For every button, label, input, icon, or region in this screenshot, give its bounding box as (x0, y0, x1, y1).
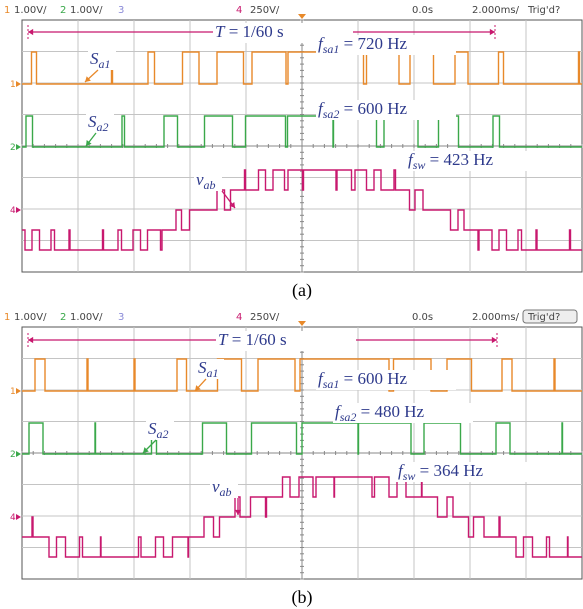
header-text: 2.000ms/ (472, 312, 520, 323)
header-text: 0.0s (412, 312, 433, 323)
caption: (a) (292, 280, 312, 301)
header-text: 2.000ms/ (472, 5, 520, 16)
header-text: 3 (118, 5, 124, 16)
text-part: ab (204, 178, 216, 192)
header-text: 2 (60, 312, 66, 323)
header-text: 1.00V/ (70, 312, 103, 323)
channel-marker: 2 (10, 143, 16, 153)
text-part: a2 (97, 120, 109, 134)
channel-marker: 1 (10, 387, 16, 397)
text-part: = 1/60 s (227, 330, 286, 349)
header-text: 1.00V/ (14, 5, 47, 16)
figure: 1 1.00V/2 1.00V/3 4 250V/0.0s 2.000ms/Trig'd?… (0, 0, 583, 609)
channel-arrow (16, 451, 21, 457)
text-part: = 480 Hz (356, 402, 424, 421)
text-part: = 364 Hz (415, 461, 483, 480)
channel-arrow (16, 514, 21, 520)
text-part: = 600 Hz (339, 99, 407, 118)
channel-arrow (16, 388, 21, 394)
text-part: = 1/60 s (224, 22, 283, 41)
text-part: sw (413, 158, 426, 172)
text-part: sw (403, 469, 416, 483)
channel-marker: 1 (10, 80, 16, 90)
text-part: sa2 (323, 107, 340, 121)
annotation: T = 1/60 s (215, 22, 284, 41)
annotation: T = 1/60 s (218, 330, 287, 349)
trigger-marker (298, 14, 306, 19)
header-text: 1 (4, 312, 10, 323)
header-text: 1.00V/ (14, 312, 47, 323)
header-text: 250V/ (250, 312, 280, 323)
text-part: sa1 (323, 377, 340, 391)
text-part: = 423 Hz (425, 150, 493, 169)
text-part: sa1 (323, 42, 340, 56)
channel-marker: 4 (10, 513, 16, 523)
channel-marker: 4 (10, 206, 16, 216)
header-text: Trig'd? (527, 312, 560, 323)
header-text: Trig'd? (527, 5, 560, 16)
header-text: 0.0s (412, 5, 433, 16)
header-text: 4 (236, 5, 242, 16)
header-text: 1 (4, 5, 10, 16)
channel-marker: 2 (10, 450, 16, 460)
text-part: a1 (207, 366, 219, 380)
text-part: = 600 Hz (339, 369, 407, 388)
header-text: 2 (60, 5, 66, 16)
header-text: 250V/ (250, 5, 280, 16)
text-part: sa2 (340, 410, 357, 424)
channel-arrow (16, 81, 21, 87)
channel-arrow (16, 207, 21, 213)
header-text: 3 (118, 312, 124, 323)
text-part: ab (220, 485, 232, 499)
caption: (b) (292, 587, 313, 608)
header-text: 1.00V/ (70, 5, 103, 16)
trigger-marker (298, 321, 306, 326)
channel-arrow (16, 144, 21, 150)
header-text: 4 (236, 312, 242, 323)
text-part: = 720 Hz (339, 34, 407, 53)
text-part: a1 (99, 57, 111, 71)
text-part: a2 (157, 427, 169, 441)
